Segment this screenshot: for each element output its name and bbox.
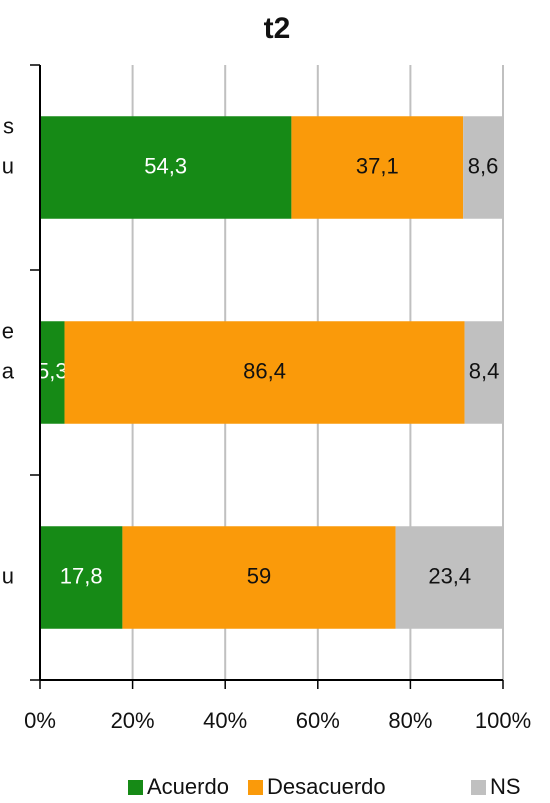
x-tick-label: 40%: [203, 708, 247, 733]
y-tick-label: u: [2, 563, 14, 588]
bar-segment: [40, 116, 292, 219]
value-label: 8,6: [468, 153, 499, 178]
x-tick-label: 20%: [111, 708, 155, 733]
value-label: 8,4: [469, 358, 500, 383]
value-label: 54,3: [144, 153, 187, 178]
value-label: 17,8: [60, 563, 103, 588]
bar-segment: [291, 116, 464, 219]
legend-swatch: [248, 780, 263, 795]
bar-segment: [395, 526, 504, 629]
legend-label: NS: [490, 774, 521, 799]
legend-swatch: [471, 780, 486, 795]
value-label: 37,1: [356, 153, 399, 178]
bar-segment: [122, 526, 396, 629]
legend-swatch: [128, 780, 143, 795]
x-tick-label: 80%: [388, 708, 432, 733]
x-tick-label: 0%: [24, 708, 56, 733]
chart-title: t2: [264, 12, 291, 45]
bar-segment: [463, 116, 503, 219]
value-label: 23,4: [428, 563, 471, 588]
value-label: 5,3: [37, 358, 68, 383]
value-label: 86,4: [243, 358, 286, 383]
x-tick-label: 60%: [296, 708, 340, 733]
bar-segment: [40, 321, 65, 424]
legend-label: Desacuerdo: [267, 774, 386, 799]
bar-segment: [64, 321, 465, 424]
bar-segment: [40, 526, 123, 629]
legend-label: Acuerdo: [147, 774, 229, 799]
value-label: 59: [247, 563, 271, 588]
x-tick-label: 100%: [475, 708, 531, 733]
bar-segment: [464, 321, 504, 424]
